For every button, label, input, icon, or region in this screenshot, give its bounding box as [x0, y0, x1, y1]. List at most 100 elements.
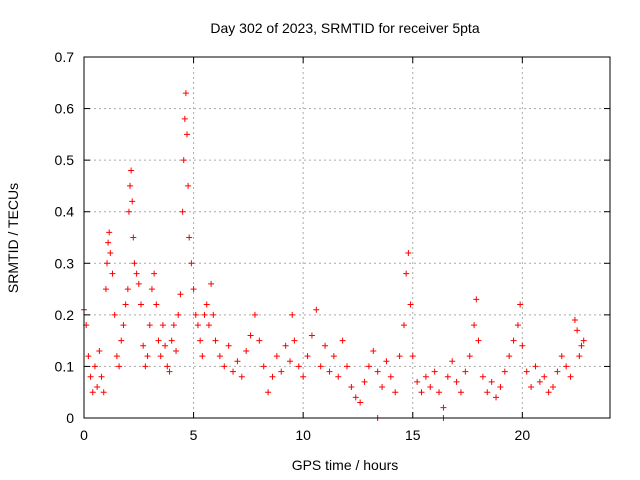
data-point: [326, 368, 333, 375]
data-point: [387, 373, 394, 380]
data-point: [422, 373, 429, 380]
data-point: [289, 311, 296, 318]
data-point: [184, 131, 191, 138]
data-point: [188, 260, 195, 267]
data-point: [135, 280, 142, 287]
data-point: [339, 337, 346, 344]
data-point: [550, 384, 557, 391]
data-point: [400, 322, 407, 329]
data-point: [247, 332, 254, 339]
data-point: [210, 311, 217, 318]
data-point: [580, 337, 587, 344]
data-point: [127, 182, 134, 189]
data-point: [256, 337, 263, 344]
data-point: [471, 322, 478, 329]
data-point: [124, 286, 131, 293]
data-point: [479, 373, 486, 380]
data-point: [365, 363, 372, 370]
data-point: [273, 353, 280, 360]
data-point: [440, 404, 447, 411]
data-point: [392, 389, 399, 396]
data-point: [146, 322, 153, 329]
data-point: [122, 301, 129, 308]
data-point: [453, 378, 460, 385]
data-point: [317, 363, 324, 370]
data-point: [89, 389, 96, 396]
data-point: [295, 363, 302, 370]
data-point: [251, 311, 258, 318]
data-point: [396, 353, 403, 360]
x-tick-label: 20: [515, 427, 531, 443]
data-point: [153, 301, 160, 308]
data-point: [330, 353, 337, 360]
data-point: [344, 363, 350, 370]
data-point: [374, 368, 381, 375]
data-point: [405, 249, 412, 256]
data-point: [166, 368, 173, 375]
x-tick-label: 15: [405, 427, 421, 443]
data-point: [120, 322, 127, 329]
data-point: [111, 311, 118, 318]
data-point: [403, 270, 410, 277]
data-point: [519, 342, 526, 349]
data-point: [91, 363, 98, 370]
data-point: [444, 373, 451, 380]
data-point: [221, 363, 228, 370]
data-point: [131, 260, 138, 267]
data-point: [348, 384, 355, 391]
data-point: [180, 157, 187, 164]
data-point: [175, 311, 182, 318]
grid-lines: [84, 57, 610, 418]
data-point: [571, 317, 578, 324]
data-point: [269, 373, 276, 380]
data-point: [225, 342, 232, 349]
data-point: [510, 337, 517, 344]
data-point: [558, 353, 565, 360]
data-point: [157, 353, 164, 360]
data-point: [105, 239, 112, 246]
data-point: [409, 353, 416, 360]
data-point: [179, 208, 186, 215]
data-point: [212, 337, 219, 344]
data-point: [414, 378, 421, 385]
data-point: [116, 363, 123, 370]
data-point: [168, 337, 175, 344]
data-point: [100, 389, 107, 396]
data-point: [493, 394, 500, 401]
data-point: [517, 301, 524, 308]
y-tick-label: 0.5: [55, 152, 75, 168]
data-point: [201, 311, 208, 318]
data-point: [118, 337, 125, 344]
data-point: [282, 342, 289, 349]
data-point: [574, 327, 581, 334]
data-point: [216, 353, 223, 360]
data-point: [197, 337, 204, 344]
data-point: [113, 353, 120, 360]
data-point: [162, 342, 169, 349]
plot-frame: [83, 56, 611, 419]
data-point: [205, 322, 212, 329]
data-point: [308, 332, 315, 339]
data-point: [370, 347, 377, 354]
chart-title: Day 302 of 2023, SRMTID for receiver 5pt…: [210, 20, 479, 36]
data-point: [335, 373, 342, 380]
data-point: [484, 389, 491, 396]
data-point: [129, 198, 136, 205]
data-point: [238, 373, 245, 380]
data-point: [98, 373, 105, 380]
y-tick-label: 0.7: [55, 49, 75, 65]
data-point: [501, 368, 508, 375]
data-point: [357, 399, 364, 406]
data-point: [278, 368, 285, 375]
data-point: [181, 115, 188, 122]
data-point: [287, 358, 294, 365]
data-point: [449, 358, 456, 365]
data-point: [462, 368, 469, 375]
data-point: [418, 389, 425, 396]
data-point: [243, 347, 250, 354]
x-tick-label: 10: [295, 427, 311, 443]
data-point: [536, 378, 543, 385]
data-point: [203, 301, 210, 308]
data-points: [81, 90, 587, 421]
data-point: [466, 353, 473, 360]
